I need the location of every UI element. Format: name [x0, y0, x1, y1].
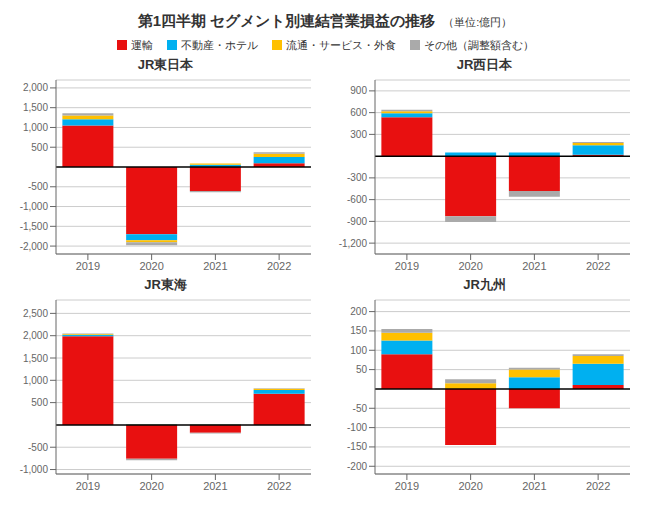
html-text:JR九州: JR九州: [463, 277, 506, 292]
svg-text:-50: -50: [353, 403, 368, 414]
svg-text:-1,000: -1,000: [20, 201, 49, 212]
html-text:運輸: 運輸: [130, 38, 153, 51]
svg-text:100: 100: [350, 345, 367, 356]
svg-text:2021: 2021: [522, 480, 546, 492]
svg-text:-100: -100: [347, 422, 367, 433]
svg-text:2022: 2022: [267, 480, 291, 492]
svg-text:2019: 2019: [76, 480, 100, 492]
svg-text:600: 600: [350, 107, 367, 118]
svg-text:2022: 2022: [586, 260, 610, 272]
svg-text:-200: -200: [347, 461, 367, 472]
svg-text:500: 500: [31, 397, 48, 408]
svg-text:-1,500: -1,500: [20, 221, 49, 232]
svg-text:2021: 2021: [522, 260, 546, 272]
svg-text:-600: -600: [347, 194, 367, 205]
svg-text:2019: 2019: [76, 260, 100, 272]
html-text:流通・サービス・外食: 流通・サービス・外食: [285, 38, 396, 51]
svg-text:150: 150: [350, 325, 367, 336]
svg-text:1,000: 1,000: [23, 122, 48, 133]
svg-text:2022: 2022: [586, 480, 610, 492]
svg-text:2,500: 2,500: [23, 308, 48, 319]
html-text:その他（調整額含む）: その他（調整額含む）: [423, 38, 534, 51]
svg-text:500: 500: [31, 142, 48, 153]
svg-text:-150: -150: [347, 441, 367, 452]
svg-text:-1,000: -1,000: [20, 464, 49, 475]
svg-text:300: 300: [350, 129, 367, 140]
svg-text:2020: 2020: [139, 260, 163, 272]
svg-text:2021: 2021: [203, 480, 227, 492]
svg-text:2021: 2021: [203, 260, 227, 272]
svg-text:2,000: 2,000: [23, 82, 48, 93]
svg-text:2022: 2022: [267, 260, 291, 272]
svg-text:900: 900: [350, 85, 367, 96]
svg-text:-900: -900: [347, 216, 367, 227]
svg-text:2020: 2020: [139, 480, 163, 492]
svg-text:2020: 2020: [458, 260, 482, 272]
svg-text:200: 200: [350, 306, 367, 317]
html-text:不動産・ホテル: 不動産・ホテル: [180, 38, 258, 51]
html-text:（単位:億円）: （単位:億円）: [443, 16, 513, 28]
svg-text:2019: 2019: [395, 260, 419, 272]
html-text:JR西日本: JR西日本: [456, 57, 513, 72]
svg-text:-2,000: -2,000: [20, 241, 49, 252]
svg-text:2019: 2019: [395, 480, 419, 492]
svg-text:2020: 2020: [458, 480, 482, 492]
html-text:JR東日本: JR東日本: [137, 57, 194, 72]
svg-text:1,500: 1,500: [23, 353, 48, 364]
html-text:第1四半期 セグメント別連結営業損益の推移: 第1四半期 セグメント別連結営業損益の推移: [137, 12, 436, 29]
svg-text:-500: -500: [28, 181, 48, 192]
svg-text:-500: -500: [28, 442, 48, 453]
svg-text:-300: -300: [347, 172, 367, 183]
svg-text:1,500: 1,500: [23, 102, 48, 113]
svg-text:-1,200: -1,200: [339, 238, 368, 249]
svg-text:2,000: 2,000: [23, 330, 48, 341]
svg-text:50: 50: [356, 364, 368, 375]
svg-text:1,000: 1,000: [23, 375, 48, 386]
html-text:JR東海: JR東海: [144, 277, 187, 292]
